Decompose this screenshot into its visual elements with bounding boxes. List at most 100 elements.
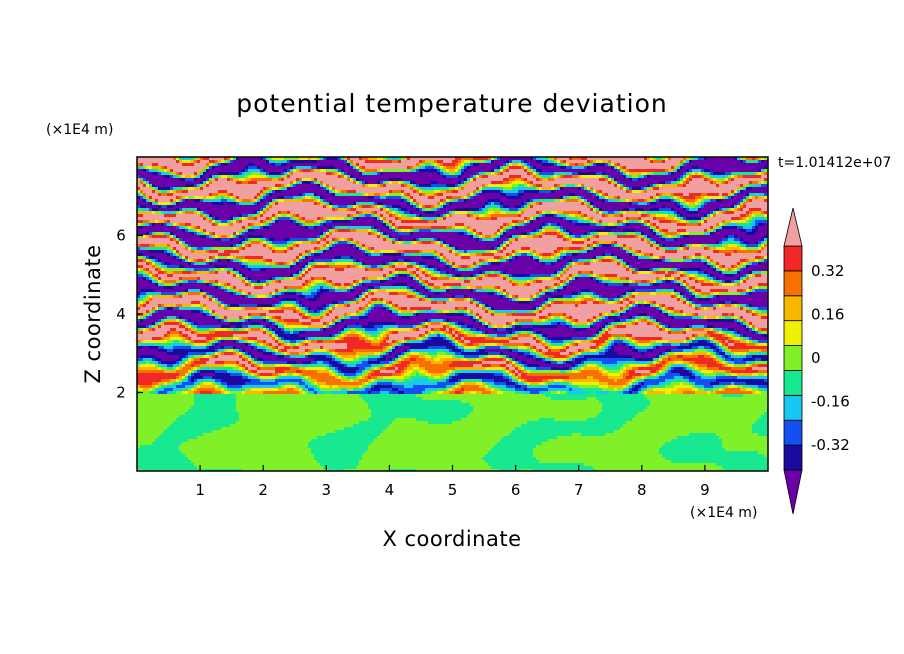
heatmap-cell bbox=[587, 292, 594, 296]
heatmap-cell bbox=[215, 256, 219, 260]
heatmap-cell bbox=[668, 313, 672, 317]
heatmap-cell bbox=[539, 202, 543, 206]
heatmap-cell bbox=[761, 271, 768, 275]
heatmap-cell bbox=[752, 292, 768, 296]
heatmap-cell bbox=[173, 256, 177, 260]
heatmap-cell bbox=[230, 259, 234, 263]
heatmap-cell bbox=[701, 316, 705, 320]
heatmap-cell bbox=[302, 199, 315, 203]
heatmap-cell bbox=[575, 295, 579, 299]
heatmap-cell bbox=[677, 238, 723, 242]
heatmap-cell bbox=[158, 202, 171, 206]
heatmap-cell bbox=[707, 193, 720, 197]
heatmap-cell bbox=[203, 259, 207, 263]
heatmap-cell bbox=[671, 316, 675, 320]
heatmap-cell bbox=[335, 169, 339, 173]
heatmap-cell bbox=[473, 265, 477, 269]
heatmap-cell bbox=[416, 214, 420, 218]
heatmap-cell bbox=[164, 211, 171, 215]
heatmap-cell bbox=[518, 163, 522, 167]
heatmap-cell bbox=[182, 211, 186, 215]
heatmap-cell bbox=[425, 319, 429, 323]
heatmap-cell bbox=[203, 172, 207, 176]
heatmap-cell bbox=[629, 319, 633, 323]
heatmap-cell bbox=[701, 253, 726, 257]
heatmap-cell bbox=[296, 277, 300, 281]
heatmap-cell bbox=[581, 271, 591, 275]
heatmap-cell bbox=[194, 208, 198, 212]
heatmap-cell bbox=[146, 268, 150, 272]
heatmap-cell bbox=[611, 280, 630, 284]
heatmap-cell bbox=[422, 205, 426, 209]
heatmap-cell bbox=[215, 313, 219, 317]
heatmap-cell bbox=[176, 187, 183, 191]
heatmap-cell bbox=[305, 256, 309, 260]
heatmap-cell bbox=[563, 199, 567, 203]
heatmap-cell bbox=[224, 196, 231, 200]
heatmap-cell bbox=[446, 256, 462, 260]
heatmap-cell bbox=[182, 199, 186, 203]
heatmap-cell bbox=[671, 259, 684, 263]
heatmap-cell bbox=[149, 325, 153, 329]
heatmap-cell bbox=[512, 160, 522, 164]
heatmap-cell bbox=[491, 169, 495, 173]
heatmap-cell bbox=[392, 283, 408, 287]
heatmap-cell bbox=[656, 304, 660, 308]
heatmap-cell bbox=[380, 265, 384, 269]
heatmap-cell bbox=[731, 304, 735, 308]
heatmap-cell bbox=[734, 178, 765, 182]
heatmap-cell bbox=[374, 172, 378, 176]
heatmap-cell bbox=[473, 268, 477, 272]
heatmap-cell bbox=[209, 232, 213, 236]
heatmap-cell bbox=[722, 304, 726, 308]
heatmap-cell bbox=[206, 184, 210, 188]
heatmap-cell bbox=[746, 319, 768, 323]
heatmap-cell bbox=[173, 250, 177, 254]
heatmap-cell bbox=[611, 241, 615, 245]
heatmap-cell bbox=[338, 286, 348, 290]
heatmap-cell bbox=[449, 202, 453, 206]
heatmap-cell bbox=[500, 235, 504, 239]
heatmap-cell bbox=[341, 316, 345, 320]
heatmap-cell bbox=[566, 325, 570, 329]
heatmap-cell bbox=[365, 313, 369, 317]
heatmap-cell bbox=[416, 166, 420, 170]
heatmap-cell bbox=[563, 238, 567, 242]
heatmap-cell bbox=[536, 280, 543, 284]
heatmap-cell bbox=[530, 220, 534, 224]
heatmap-cell bbox=[593, 277, 597, 281]
heatmap-cell bbox=[200, 160, 210, 164]
heatmap-cell bbox=[437, 238, 441, 242]
heatmap-cell bbox=[653, 172, 666, 176]
heatmap-cell bbox=[632, 280, 636, 284]
heatmap-cell bbox=[314, 277, 324, 281]
heatmap-cell bbox=[578, 220, 585, 224]
heatmap-cell bbox=[599, 196, 603, 200]
heatmap-cell bbox=[758, 259, 762, 263]
heatmap-cell bbox=[161, 292, 177, 296]
heatmap-cell bbox=[731, 268, 735, 272]
heatmap-cell bbox=[671, 193, 675, 197]
heatmap-cell bbox=[458, 184, 462, 188]
heatmap-cell bbox=[266, 208, 270, 212]
heatmap-cell bbox=[614, 163, 618, 167]
heatmap-cell bbox=[287, 289, 297, 293]
heatmap-cell bbox=[467, 181, 471, 185]
heatmap-cell bbox=[272, 244, 276, 248]
heatmap-cell bbox=[680, 280, 684, 284]
heatmap-cell bbox=[167, 250, 171, 254]
heatmap-cell bbox=[716, 226, 720, 230]
heatmap-cell bbox=[203, 310, 207, 314]
heatmap-cell bbox=[425, 274, 429, 278]
heatmap-cell bbox=[458, 187, 462, 191]
heatmap-cell bbox=[485, 322, 489, 326]
heatmap-cell bbox=[275, 184, 282, 188]
heatmap-cell bbox=[590, 322, 594, 326]
heatmap-cell bbox=[281, 178, 285, 182]
heatmap-cell bbox=[383, 304, 387, 308]
heatmap-cell bbox=[419, 250, 423, 254]
heatmap-cell bbox=[653, 157, 657, 161]
heatmap-cell bbox=[164, 214, 177, 218]
heatmap-cell bbox=[743, 280, 747, 284]
heatmap-cell bbox=[326, 190, 330, 194]
